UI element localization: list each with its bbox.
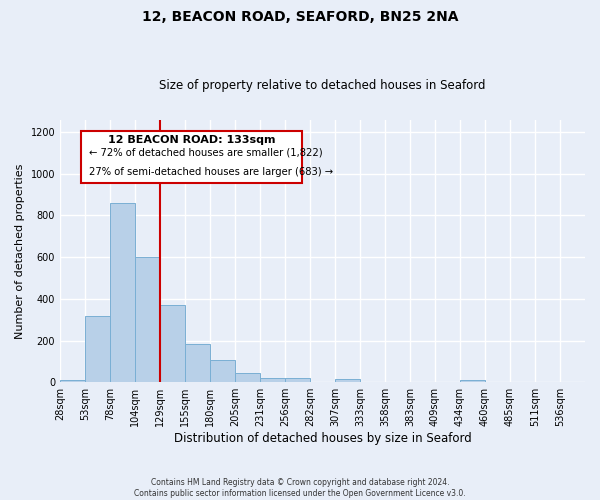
Bar [335, 379, 360, 382]
Y-axis label: Number of detached properties: Number of detached properties [15, 163, 25, 338]
Bar [460, 380, 485, 382]
Title: Size of property relative to detached houses in Seaford: Size of property relative to detached ho… [159, 79, 486, 92]
Bar [235, 373, 260, 382]
Bar [135, 257, 160, 382]
Text: 27% of semi-detached houses are larger (683) →: 27% of semi-detached houses are larger (… [89, 168, 333, 177]
FancyBboxPatch shape [81, 132, 302, 182]
Bar [185, 344, 210, 382]
Bar [110, 203, 135, 382]
Text: Contains HM Land Registry data © Crown copyright and database right 2024.
Contai: Contains HM Land Registry data © Crown c… [134, 478, 466, 498]
Bar [60, 380, 85, 382]
Bar [285, 378, 310, 382]
Text: 12 BEACON ROAD: 133sqm: 12 BEACON ROAD: 133sqm [107, 134, 275, 144]
Bar [85, 316, 110, 382]
Bar [260, 378, 285, 382]
X-axis label: Distribution of detached houses by size in Seaford: Distribution of detached houses by size … [173, 432, 472, 445]
Bar [160, 305, 185, 382]
Bar [210, 360, 235, 382]
Text: 12, BEACON ROAD, SEAFORD, BN25 2NA: 12, BEACON ROAD, SEAFORD, BN25 2NA [142, 10, 458, 24]
Text: ← 72% of detached houses are smaller (1,822): ← 72% of detached houses are smaller (1,… [89, 148, 323, 158]
